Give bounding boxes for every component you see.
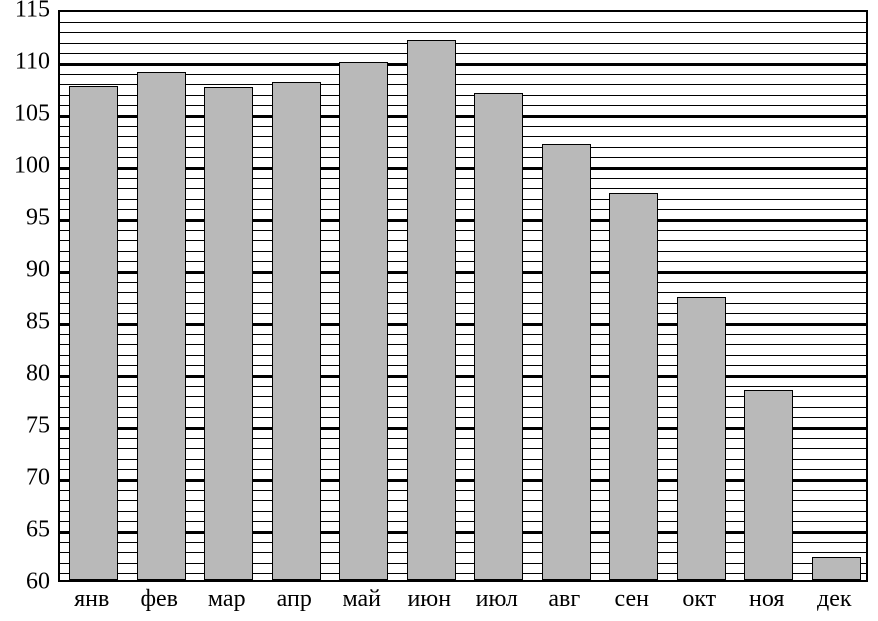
y-tick-label: 100 bbox=[0, 153, 50, 180]
x-tick-label: окт bbox=[666, 586, 734, 613]
bar bbox=[137, 72, 186, 580]
x-tick-label: янв bbox=[58, 586, 126, 613]
x-tick-label: фев bbox=[126, 586, 194, 613]
x-tick-label: дек bbox=[801, 586, 869, 613]
y-tick-label: 115 bbox=[0, 0, 50, 24]
y-tick-label: 80 bbox=[0, 361, 50, 388]
x-tick-label: авг bbox=[531, 586, 599, 613]
y-tick-label: 60 bbox=[0, 569, 50, 596]
bar bbox=[407, 40, 456, 580]
bar bbox=[204, 87, 253, 580]
bar bbox=[609, 193, 658, 580]
plot-area bbox=[58, 10, 868, 582]
x-tick-label: ноя bbox=[733, 586, 801, 613]
bar bbox=[744, 390, 793, 580]
gridline-minor bbox=[60, 22, 866, 23]
gridline-minor bbox=[60, 32, 866, 33]
y-tick-label: 85 bbox=[0, 309, 50, 336]
gridline-major bbox=[60, 63, 866, 66]
y-tick-label: 75 bbox=[0, 413, 50, 440]
y-tick-label: 105 bbox=[0, 101, 50, 128]
gridline-minor bbox=[60, 53, 866, 54]
bar bbox=[677, 297, 726, 580]
y-tick-label: 65 bbox=[0, 517, 50, 544]
bar bbox=[474, 93, 523, 580]
gridline-minor bbox=[60, 43, 866, 44]
y-tick-label: 110 bbox=[0, 49, 50, 76]
bar bbox=[69, 86, 118, 580]
x-tick-label: май bbox=[328, 586, 396, 613]
x-tick-label: июл bbox=[463, 586, 531, 613]
y-tick-label: 95 bbox=[0, 205, 50, 232]
bar-chart: 60 65 70 75 80 85 90 95 100 105 110 115 янвфевмарап… bbox=[0, 0, 878, 621]
y-tick-label: 90 bbox=[0, 257, 50, 284]
x-tick-label: мар bbox=[193, 586, 261, 613]
bar bbox=[542, 144, 591, 580]
x-tick-label: сен bbox=[598, 586, 666, 613]
bar bbox=[339, 62, 388, 580]
y-tick-label: 70 bbox=[0, 465, 50, 492]
x-tick-label: июн bbox=[396, 586, 464, 613]
x-tick-label: апр bbox=[261, 586, 329, 613]
bar bbox=[812, 557, 861, 580]
bar bbox=[272, 82, 321, 580]
